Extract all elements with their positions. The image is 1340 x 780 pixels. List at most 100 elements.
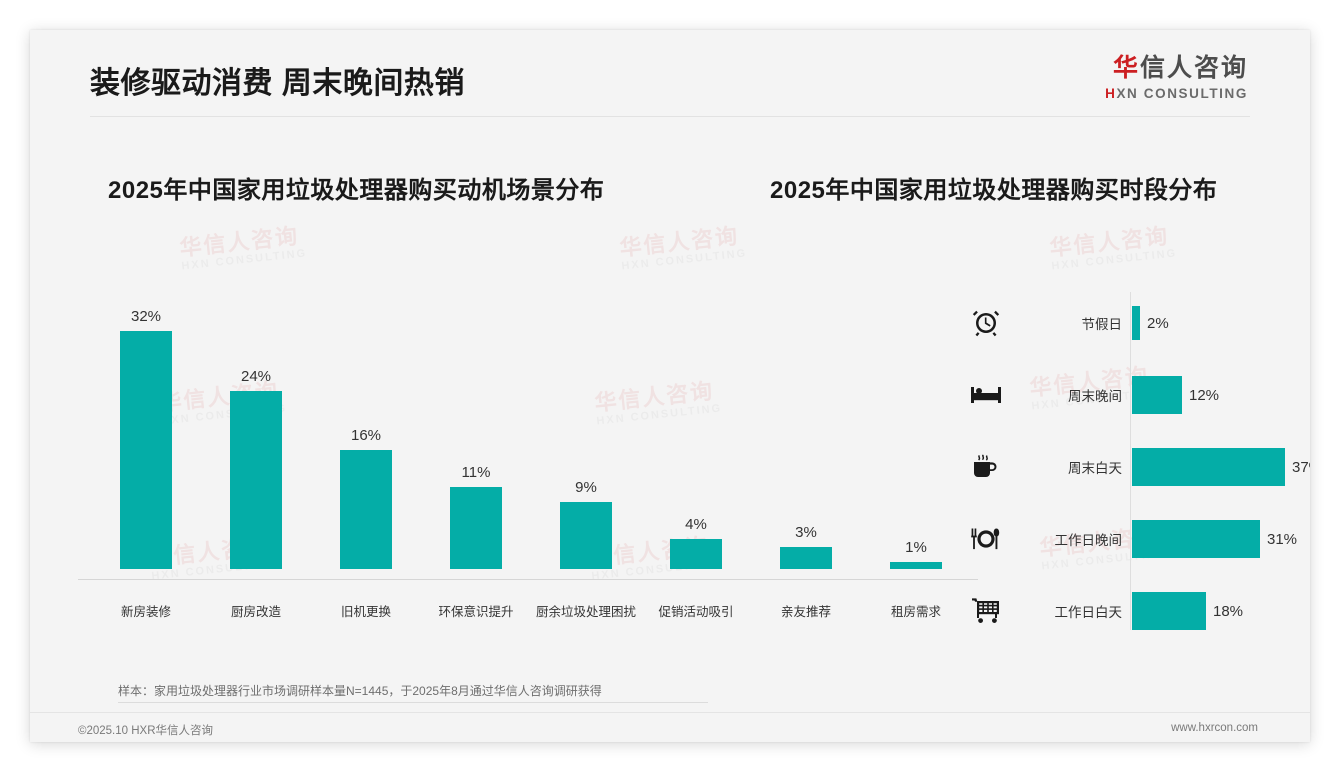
column-chart-plot-area: 32% 新房装修 24% 厨房改造 16% 旧机更换 11% 环保意识提升 9% 厨余垃圾处理困扰… <box>70 285 990 619</box>
column-bar-value-label: 4% <box>685 516 707 533</box>
column-bar-wrapper: 16% <box>312 309 420 569</box>
horizontal-bar-value-label: 31% <box>1267 530 1298 548</box>
logo-chinese: 华信人咨询 <box>1018 54 1248 83</box>
column-bar[interactable] <box>780 547 832 569</box>
footer-copyright: ©2025.10 HXR华信人咨询 <box>78 725 214 737</box>
bar-chart-row: 周末白天 37% <box>960 436 1310 498</box>
horizontal-bar[interactable] <box>1132 376 1182 414</box>
bed-icon <box>960 375 1012 415</box>
bar-chart-axis-line <box>1130 292 1131 630</box>
logo-chinese-rest: 信人咨询 <box>1139 54 1248 82</box>
bar-chart-row: 周末晚间 12% <box>960 364 1310 426</box>
column-category-label: 亲友推荐 <box>780 605 831 619</box>
watermark: 华信人咨询 HXN CONSULTING <box>1048 223 1178 273</box>
watermark-english: HXN CONSULTING <box>620 247 748 273</box>
column-bar-value-label: 32% <box>130 308 162 325</box>
shopping-cart-icon <box>960 591 1012 631</box>
watermark: 华信人咨询 HXN CONSULTING <box>618 223 748 273</box>
logo-hua-character: 华 <box>1112 54 1140 82</box>
column-bar-wrapper: 24% <box>202 309 310 569</box>
column-chart-item: 1% 租房需求 <box>862 309 970 619</box>
bar-track: 18% <box>1132 591 1310 631</box>
column-chart-item: 24% 厨房改造 <box>202 309 310 619</box>
column-bar-wrapper: 1% <box>862 309 970 569</box>
column-chart-item: 4% 促销活动吸引 <box>642 309 750 619</box>
footer-website[interactable]: www.hxrcon.com <box>1171 722 1258 734</box>
horizontal-bar-value-label: 2% <box>1147 314 1169 332</box>
bar-chart-row: 节假日 2% <box>960 292 1310 354</box>
column-bar-wrapper: 3% <box>752 309 860 569</box>
column-bar[interactable] <box>340 450 392 569</box>
left-chart-title: 2025年中国家用垃圾处理器购买动机场景分布 <box>108 177 605 204</box>
watermark-chinese: 华信人咨询 <box>178 223 301 261</box>
column-bar[interactable] <box>890 562 942 569</box>
column-bar-wrapper: 9% <box>532 309 640 569</box>
bar-chart-row: 工作日晚间 31% <box>960 508 1310 570</box>
coffee-mug-icon <box>960 447 1012 487</box>
column-category-label: 环保意识提升 <box>438 605 514 619</box>
column-category-label: 新房装修 <box>120 605 171 619</box>
watermark-english: HXN CONSULTING <box>1050 247 1178 273</box>
column-bar[interactable] <box>120 331 172 569</box>
bar-category-label: 工作日白天 <box>1054 605 1123 620</box>
footnote-divider <box>118 702 708 703</box>
watermark-chinese: 华信人咨询 <box>618 223 741 261</box>
column-bar-value-label: 16% <box>350 427 382 444</box>
column-bar-value-label: 1% <box>905 539 927 556</box>
column-bar-value-label: 3% <box>795 524 817 541</box>
company-logo: 华信人咨询 HXN CONSULTING <box>1018 54 1248 101</box>
alarm-clock-icon <box>960 303 1012 343</box>
watermark: 华信人咨询 HXN CONSULTING <box>178 223 308 273</box>
bar-track: 12% <box>1132 375 1310 415</box>
logo-english: HXN CONSULTING <box>1018 86 1248 101</box>
logo-english-rest: XN CONSULTING <box>1116 85 1248 101</box>
watermark-chinese: 华信人咨询 <box>1048 223 1171 261</box>
bar-track: 31% <box>1132 519 1310 559</box>
bar-category-label: 工作日晚间 <box>1054 533 1123 548</box>
horizontal-bar-value-label: 37% <box>1292 458 1310 476</box>
column-bar-wrapper: 11% <box>422 309 530 569</box>
slide-footer: ©2025.10 HXR华信人咨询 www.hxrcon.com <box>30 713 1310 742</box>
column-bar-value-label: 24% <box>240 368 272 385</box>
column-chart-item: 3% 亲友推荐 <box>752 309 860 619</box>
column-category-label: 旧机更换 <box>340 605 391 619</box>
horizontal-bar-value-label: 12% <box>1189 386 1220 404</box>
page-title: 装修驱动消费 周末晚间热销 <box>90 67 465 100</box>
logo-h-letter: H <box>1105 85 1117 101</box>
column-bar[interactable] <box>560 502 612 569</box>
bar-category-label: 周末晚间 <box>1068 389 1122 404</box>
column-category-label: 租房需求 <box>890 605 941 619</box>
horizontal-bar[interactable] <box>1132 520 1260 558</box>
column-bar[interactable] <box>670 539 722 569</box>
header-divider <box>90 116 1250 117</box>
column-chart-item: 32% 新房装修 <box>92 308 200 619</box>
column-chart-item: 9% 厨余垃圾处理困扰 <box>532 309 640 619</box>
dinner-plate-icon <box>960 519 1012 559</box>
column-bar[interactable] <box>450 487 502 569</box>
purchase-time-bar-chart: 节假日 2% 周末晚间 12% 周末白天 37% 工作日晚间 31% 工作日白天 18% <box>960 292 1310 642</box>
column-category-label: 厨房改造 <box>230 605 281 619</box>
bar-track: 2% <box>1132 303 1310 343</box>
slide-header: 装修驱动消费 周末晚间热销 华信人咨询 HXN CONSULTING <box>30 30 1310 120</box>
purchase-motivation-column-chart: 32% 新房装修 24% 厨房改造 16% 旧机更换 11% 环保意识提升 9% 厨余垃圾处理困扰… <box>70 285 990 619</box>
sample-footnote: 样本：家用垃圾处理器行业市场调研样本量N=1445，于2025年8月通过华信人咨… <box>118 684 602 698</box>
column-bar-value-label: 11% <box>461 464 491 481</box>
column-category-label: 促销活动吸引 <box>658 605 734 619</box>
column-chart-item: 16% 旧机更换 <box>312 309 420 619</box>
bar-category-label: 节假日 <box>1081 317 1123 332</box>
right-chart-title: 2025年中国家用垃圾处理器购买时段分布 <box>770 177 1218 204</box>
column-bar-wrapper: 32% <box>92 308 200 569</box>
slide-canvas: 装修驱动消费 周末晚间热销 华信人咨询 HXN CONSULTING 华信人咨询… <box>30 30 1310 742</box>
column-category-label: 厨余垃圾处理困扰 <box>535 605 636 619</box>
horizontal-bar[interactable] <box>1132 448 1285 486</box>
horizontal-bar[interactable] <box>1132 306 1140 340</box>
bar-chart-row: 工作日白天 18% <box>960 580 1310 642</box>
watermark-english: HXN CONSULTING <box>180 247 308 273</box>
horizontal-bar[interactable] <box>1132 592 1206 630</box>
column-chart-baseline <box>78 579 978 580</box>
column-bar[interactable] <box>230 391 282 569</box>
column-bar-value-label: 9% <box>575 479 597 496</box>
bar-category-label: 周末白天 <box>1068 461 1122 476</box>
column-chart-item: 11% 环保意识提升 <box>422 309 530 619</box>
horizontal-bar-value-label: 18% <box>1213 602 1244 620</box>
